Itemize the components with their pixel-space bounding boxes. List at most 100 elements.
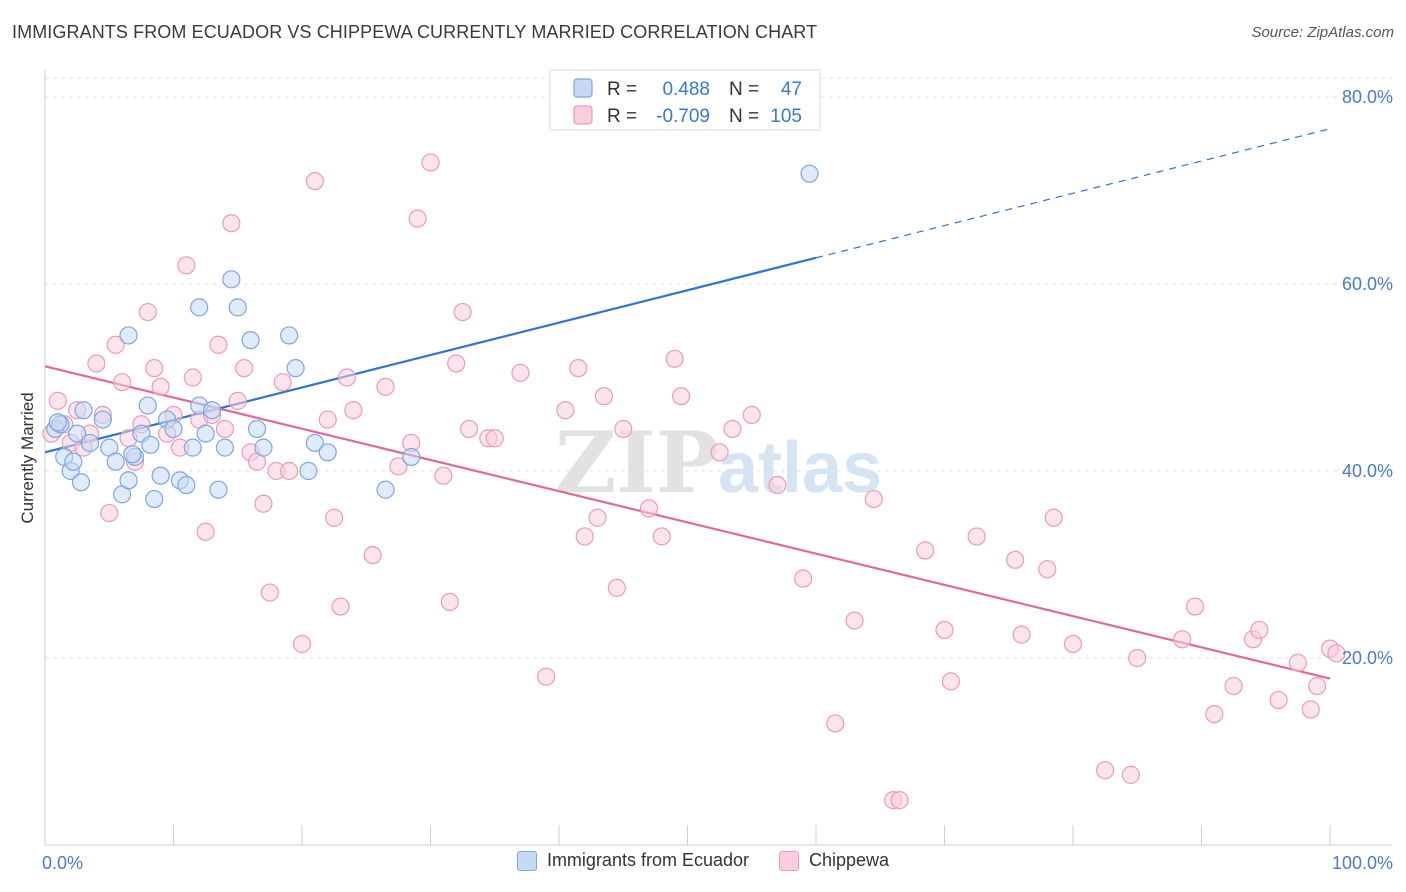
data-point-chippewa xyxy=(710,443,729,462)
data-point-chippewa xyxy=(325,508,344,527)
watermark: ZIP atlas xyxy=(555,413,882,512)
data-point-chippewa xyxy=(48,391,67,410)
data-point-ecuador xyxy=(141,435,160,454)
data-point-ecuador xyxy=(123,445,142,464)
legend-swatch-ecuador xyxy=(516,850,537,871)
data-point-chippewa xyxy=(569,359,588,378)
data-point-chippewa xyxy=(575,527,594,546)
data-points xyxy=(42,153,1346,810)
data-point-chippewa xyxy=(1250,620,1269,640)
watermark-atlas: atlas xyxy=(718,428,882,508)
data-point-ecuador xyxy=(202,401,222,420)
data-point-chippewa xyxy=(440,592,459,612)
data-point-chippewa xyxy=(305,172,324,191)
data-point-chippewa xyxy=(151,377,170,396)
data-point-ecuador xyxy=(209,480,228,499)
data-point-ecuador xyxy=(190,298,209,317)
data-point-chippewa xyxy=(447,354,466,373)
data-point-chippewa xyxy=(890,791,909,810)
data-point-chippewa xyxy=(671,387,691,406)
data-point-chippewa xyxy=(363,546,382,565)
data-point-chippewa xyxy=(794,569,813,588)
data-point-chippewa xyxy=(254,494,273,513)
data-point-chippewa xyxy=(459,419,479,439)
data-point-chippewa xyxy=(723,419,742,439)
data-point-chippewa xyxy=(87,354,106,373)
data-point-chippewa xyxy=(537,667,556,686)
stats-n-value: 47 xyxy=(781,79,802,100)
data-point-chippewa xyxy=(209,335,228,354)
stats-n-label: N = xyxy=(729,106,759,127)
data-point-chippewa xyxy=(941,672,961,691)
data-point-ecuador xyxy=(280,326,299,345)
y-tick-label: 60.0% xyxy=(1342,274,1393,294)
stats-legend-box xyxy=(549,69,821,131)
data-point-chippewa xyxy=(235,359,254,378)
axes xyxy=(44,70,1392,846)
data-point-chippewa xyxy=(1012,625,1031,644)
data-point-chippewa xyxy=(742,405,761,424)
data-point-ecuador xyxy=(119,326,138,345)
data-point-ecuador xyxy=(138,396,157,415)
data-point-chippewa xyxy=(1327,644,1346,663)
data-point-chippewa xyxy=(292,634,312,654)
data-point-chippewa xyxy=(485,429,504,448)
stats-r-label: R = xyxy=(607,79,637,100)
data-point-chippewa xyxy=(177,256,196,275)
stats-r-label: R = xyxy=(607,106,637,127)
data-point-ecuador xyxy=(71,473,91,492)
data-point-chippewa xyxy=(183,368,202,387)
data-point-chippewa xyxy=(826,714,845,733)
data-point-chippewa xyxy=(106,335,125,354)
x-tick-label: 100.0% xyxy=(1332,853,1393,873)
data-point-ecuador xyxy=(228,298,247,317)
data-point-chippewa xyxy=(1006,550,1025,569)
data-point-chippewa xyxy=(1063,634,1083,654)
data-point-chippewa xyxy=(1205,704,1224,724)
x-tick-label: 0.0% xyxy=(42,853,83,873)
data-point-ecuador xyxy=(119,471,138,490)
data-point-chippewa xyxy=(916,541,935,560)
data-point-chippewa xyxy=(421,153,440,172)
data-point-chippewa xyxy=(1038,560,1057,579)
data-point-chippewa xyxy=(389,457,408,476)
chart-source: Source: ZipAtlas.com xyxy=(1251,24,1394,41)
data-point-chippewa xyxy=(344,401,363,420)
data-point-ecuador xyxy=(286,359,305,378)
data-point-ecuador xyxy=(376,480,395,499)
data-point-chippewa xyxy=(935,620,954,640)
data-point-chippewa xyxy=(1308,676,1327,696)
legend-item-chippewa: Chippewa xyxy=(779,850,889,871)
data-point-chippewa xyxy=(331,597,350,616)
data-point-chippewa xyxy=(112,373,132,392)
data-point-ecuador xyxy=(402,447,421,467)
data-point-ecuador xyxy=(305,433,324,453)
data-point-chippewa xyxy=(614,419,633,439)
data-point-ecuador xyxy=(247,419,267,439)
legend-swatch-chippewa xyxy=(779,850,799,871)
chart-title: IMMIGRANTS FROM ECUADOR VS CHIPPEWA CURR… xyxy=(12,22,818,42)
data-point-chippewa xyxy=(1128,648,1147,668)
tick-labels: 20.0% 40.0% 60.0% 80.0% 0.0% 100.0% xyxy=(42,87,1393,873)
data-point-chippewa xyxy=(145,359,164,378)
data-point-chippewa xyxy=(1269,690,1288,710)
y-tick-label: 20.0% xyxy=(1342,648,1393,668)
data-point-ecuador xyxy=(254,438,273,457)
data-point-ecuador xyxy=(106,452,125,471)
data-point-ecuador xyxy=(68,424,87,443)
stats-legend: R = 0.488 N = 47 R = -0.709 N = 105 xyxy=(549,69,821,131)
data-point-chippewa xyxy=(594,387,614,406)
legend-item-ecuador: Immigrants from Ecuador xyxy=(516,850,749,871)
data-point-ecuador xyxy=(74,401,93,420)
data-point-chippewa xyxy=(100,503,119,523)
data-point-chippewa xyxy=(138,302,157,322)
data-point-chippewa xyxy=(273,373,292,392)
data-point-ecuador xyxy=(177,475,196,495)
data-point-chippewa xyxy=(222,214,241,233)
data-point-chippewa xyxy=(652,527,671,546)
data-point-ecuador xyxy=(164,419,183,439)
stats-swatch xyxy=(573,78,593,98)
data-point-ecuador xyxy=(241,331,260,350)
data-point-chippewa xyxy=(1224,676,1243,696)
data-point-ecuador xyxy=(196,424,215,443)
